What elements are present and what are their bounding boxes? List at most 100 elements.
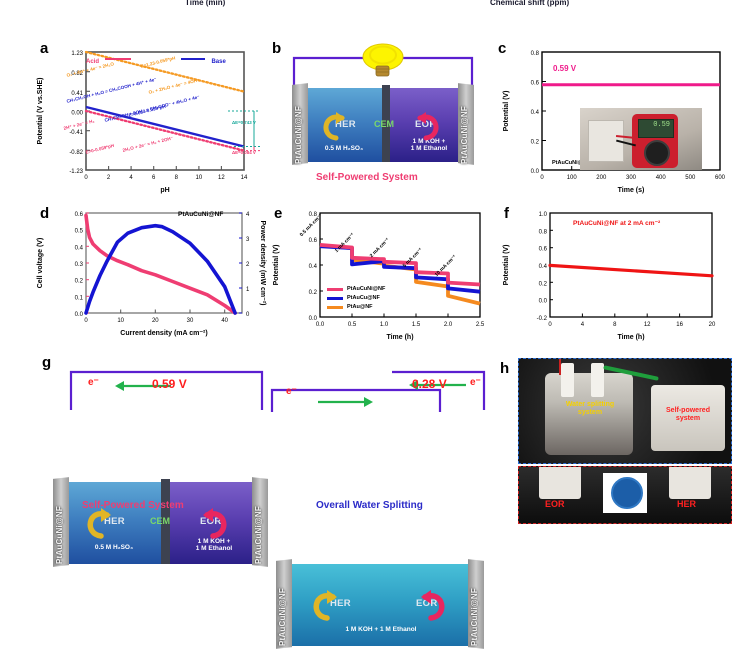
svg-text:Potential (V): Potential (V) [503, 245, 510, 286]
panel-letter-d: d [40, 205, 50, 222]
electrolyte-left-label: 0.5 M H₂SO₄ [324, 145, 364, 152]
h-self-powered-device [651, 385, 725, 451]
panel-g-right-voltage: 0.28 V [412, 377, 447, 391]
svg-text:3: 3 [246, 237, 250, 243]
g-left-her-arrow-icon [80, 506, 112, 540]
svg-text:600: 600 [715, 175, 726, 181]
annotation-delta-e-1: ΔE=0.743 V [232, 120, 256, 125]
svg-text:0.41: 0.41 [71, 91, 83, 97]
svg-text:-0.82: -0.82 [69, 150, 83, 156]
svg-text:0.82: 0.82 [71, 71, 83, 77]
membrane-cem [382, 85, 390, 162]
legend-label-ptaucu: PtAuCu@NF [347, 295, 380, 301]
panel-letter-b: b [272, 40, 282, 57]
svg-text:0.8: 0.8 [539, 229, 548, 235]
h-label-her: HER [677, 499, 697, 509]
panel-g-right-arrow-2 [388, 375, 478, 395]
panel-letter-c: c [498, 40, 507, 57]
panel-c-sample-label: PtAuCuNi@NF [552, 160, 591, 166]
svg-text:0: 0 [246, 312, 250, 318]
g-left-cem-label: CEM [150, 516, 170, 526]
svg-text:0.0: 0.0 [539, 299, 548, 305]
panel-a-legend: Acid [86, 50, 132, 68]
multimeter-dial [644, 140, 670, 166]
legend-label-ptau: PtAu@NF [347, 304, 373, 310]
g-left-electrolyte-left: 0.5 M H₂SO₄ [94, 544, 134, 551]
svg-text:1.0: 1.0 [539, 212, 548, 218]
h-electrode-tube-2 [591, 363, 604, 397]
svg-text:2: 2 [107, 175, 111, 181]
svg-text:1: 1 [246, 287, 250, 293]
svg-text:pH: pH [160, 187, 169, 194]
svg-text:4: 4 [246, 212, 250, 218]
cell-body-right [388, 88, 464, 162]
panel-g-left-caption: Self-Powered System [82, 500, 184, 511]
svg-text:0.3: 0.3 [75, 262, 84, 268]
svg-text:20: 20 [709, 322, 716, 328]
svg-text:0.2: 0.2 [531, 140, 540, 146]
svg-text:0.6: 0.6 [75, 212, 84, 218]
g-left-eor-label: EOR [200, 516, 222, 527]
svg-text:0.5: 0.5 [348, 322, 357, 328]
svg-text:0: 0 [84, 175, 88, 181]
svg-text:100: 100 [567, 175, 578, 181]
panel-b-circuit [288, 43, 478, 92]
panel-letter-e: e [274, 205, 283, 222]
panel-g-right-outer-wire [380, 366, 490, 412]
panel-letter-h: h [500, 360, 510, 377]
panel-letter-f: f [504, 205, 509, 222]
svg-text:-0.41: -0.41 [69, 130, 83, 136]
panel-g-right-circuit [268, 386, 444, 414]
svg-text:2: 2 [246, 262, 250, 268]
h-bottom-tube-right [669, 467, 711, 499]
panel-letter-a: a [40, 40, 49, 57]
svg-text:16: 16 [676, 322, 683, 328]
g-right-her-arrow-icon [306, 588, 338, 622]
svg-text:4: 4 [581, 322, 585, 328]
her-arrow-icon [316, 110, 346, 142]
legend-item-ptau: PtAu@NF [327, 304, 385, 310]
svg-text:0.0: 0.0 [309, 316, 318, 322]
svg-text:10: 10 [117, 318, 124, 324]
svg-text:-1.23: -1.23 [69, 169, 83, 175]
reaction-eor-label: EOR [415, 119, 437, 130]
svg-text:200: 200 [596, 175, 607, 181]
panel-g-left-electron: e⁻ [88, 377, 99, 388]
svg-text:0.2: 0.2 [309, 290, 318, 296]
svg-text:Potential (V vs.SHE): Potential (V vs.SHE) [37, 78, 44, 145]
h-water-splitting-cell [545, 373, 633, 455]
panel-f-chart: 1.0 0.8 0.6 0.4 0.2 0.0 -0.2 0 4 8 12 16 20 Time… [494, 205, 734, 343]
membrane-label: CEM [374, 119, 394, 129]
svg-text:400: 400 [656, 175, 667, 181]
h-label-eor: EOR [545, 499, 565, 509]
legend-base-label: Base [211, 59, 226, 65]
panel-d-sample-label: PtAuCuNi@NF [178, 211, 224, 218]
svg-text:4: 4 [129, 175, 133, 181]
svg-text:Power density (mW cm⁻²): Power density (mW cm⁻²) [259, 221, 266, 306]
panel-g-right-cell: PtAuCuNi@NF PtAuCuNi@NF HER EOR 1 M KOH … [272, 559, 488, 649]
panel-c-annotation: 0.59 V [553, 64, 577, 73]
g-left-eor-arrow-icon [202, 506, 234, 540]
panel-b-cell: PtAuCuNi@NF PtAuCuNi@NF HER CEM EOR 0.5 … [288, 83, 478, 165]
legend-swatch-ptau [327, 305, 343, 309]
multimeter-reading: 0.59 [653, 121, 670, 129]
svg-text:0: 0 [540, 175, 544, 181]
svg-text:0.8: 0.8 [531, 51, 540, 57]
legend-base-swatch [181, 57, 205, 60]
svg-text:0.0: 0.0 [75, 312, 84, 318]
svg-text:Potential (V): Potential (V) [273, 245, 280, 286]
svg-text:0.2: 0.2 [75, 279, 84, 285]
cell-body-left [302, 88, 384, 162]
svg-text:0.4: 0.4 [309, 264, 318, 270]
panel-e-chart: 0.8 0.6 0.4 0.2 0.0 0.0 0.5 1.0 1.5 2.0 2.5 Tim… [264, 205, 500, 343]
svg-text:500: 500 [685, 175, 696, 181]
cut-label-time: Time (min) [185, 0, 226, 7]
h-wire-red [559, 359, 561, 375]
g-right-electrode-left-label: PtAuCuNi@NF [278, 588, 287, 646]
panel-g-right-electron-in: e⁻ [286, 386, 297, 397]
panel-c-inset-photo: 0.59 [580, 108, 702, 170]
panel-h-top-photo: Water splitting system Self-powered syst… [518, 358, 732, 464]
panel-f-annotation: PtAuCuNi@NF at 2 mA cm⁻² [573, 220, 661, 227]
electrode-right-label: PtAuCuNi@NF [460, 106, 469, 164]
panel-a-legend-base: Base [181, 50, 226, 68]
